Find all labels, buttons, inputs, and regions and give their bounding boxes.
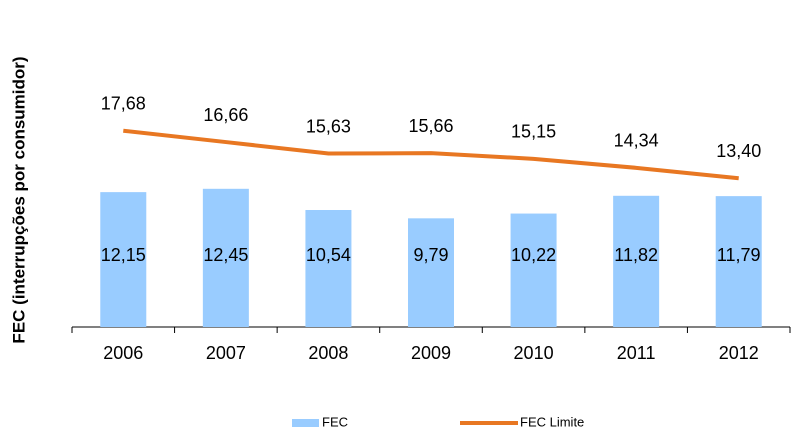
y-axis-title: FEC (interrupções por consumidor) bbox=[9, 56, 28, 343]
bar-value-label: 12,15 bbox=[101, 245, 146, 265]
x-tick-label: 2006 bbox=[103, 343, 143, 363]
bar bbox=[510, 213, 557, 327]
line-value-label: 13,40 bbox=[716, 141, 761, 161]
bar bbox=[100, 192, 147, 327]
bar bbox=[715, 196, 762, 327]
legend-swatch bbox=[292, 419, 319, 427]
line-value-label: 16,66 bbox=[203, 105, 248, 125]
line-value-label: 15,66 bbox=[408, 116, 453, 136]
bar bbox=[408, 218, 454, 327]
line-value-label: 15,15 bbox=[511, 122, 556, 142]
line-value-label: 14,34 bbox=[614, 131, 659, 151]
bar bbox=[202, 188, 249, 327]
bar bbox=[613, 195, 660, 327]
line bbox=[123, 128, 739, 181]
x-tick-label: 2009 bbox=[411, 343, 451, 363]
x-tick-label: 2010 bbox=[514, 343, 554, 363]
bar-value-label: 11,79 bbox=[717, 245, 761, 265]
line-value-label: 17,68 bbox=[101, 94, 146, 114]
bar bbox=[305, 210, 352, 327]
line-value-label: 15,63 bbox=[306, 116, 351, 136]
bar-value-label: 11,82 bbox=[614, 245, 658, 265]
legend-label: FEC Limite bbox=[520, 414, 584, 429]
bar-value-label: 12,45 bbox=[203, 245, 248, 265]
x-tick-label: 2008 bbox=[308, 343, 348, 363]
x-tick-label: 2011 bbox=[617, 343, 656, 363]
x-tick-label: 2007 bbox=[206, 343, 246, 363]
bar-value-label: 9,79 bbox=[413, 245, 448, 265]
bar-value-label: 10,54 bbox=[306, 245, 351, 265]
x-tick-label: 2012 bbox=[719, 343, 759, 363]
legend-label: FEC bbox=[322, 414, 348, 429]
bar-value-label: 10,22 bbox=[511, 245, 556, 265]
